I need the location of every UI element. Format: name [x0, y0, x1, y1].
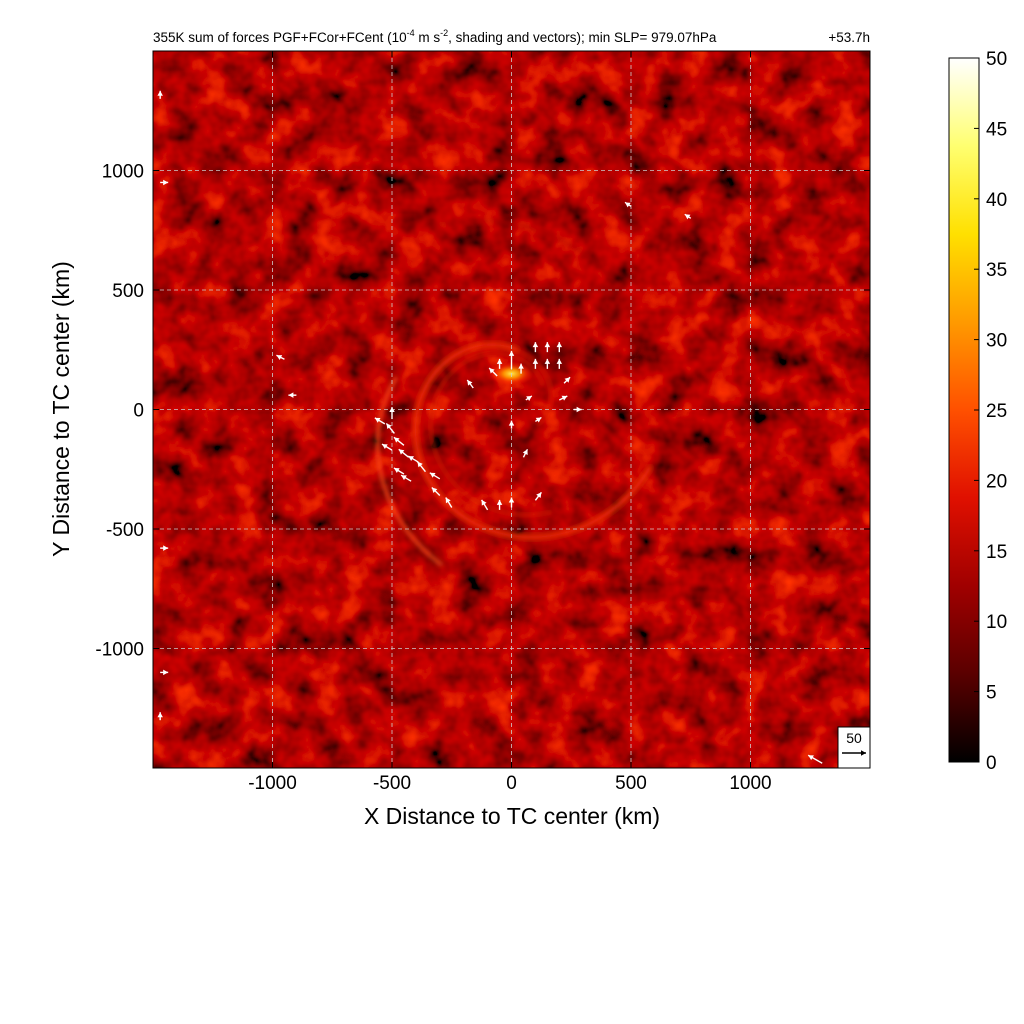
- force-vector: [445, 497, 453, 508]
- x-tick-label: 0: [506, 773, 517, 794]
- force-vector: [416, 461, 427, 473]
- colorbar-tick-label: 30: [986, 331, 1007, 352]
- colorbar: 0 5 10 15 20 25 30 35 40 45 50: [948, 49, 1007, 774]
- colorbar-tick-label: 20: [986, 471, 1007, 492]
- force-vectors: [157, 90, 823, 764]
- force-vector: [522, 448, 529, 458]
- colorbar-tick-label: 10: [986, 612, 1007, 633]
- x-axis-ticks: -1000 -500 0 500 1000: [248, 51, 772, 794]
- force-vector: [429, 472, 441, 480]
- force-vector: [480, 499, 489, 511]
- force-vector: [157, 90, 163, 99]
- force-vector: [488, 367, 498, 377]
- force-vector: [807, 754, 823, 764]
- y-tick-label: 0: [133, 401, 144, 422]
- spiral-band-inner: [429, 351, 553, 517]
- force-vector: [532, 342, 539, 353]
- y-tick-label: -500: [106, 520, 144, 541]
- force-vector: [544, 358, 551, 369]
- heatmap-field: [153, 51, 870, 768]
- x-tick-label: 500: [615, 773, 647, 794]
- force-vector: [385, 422, 395, 434]
- x-tick-label: 1000: [729, 773, 771, 794]
- force-vector: [535, 416, 542, 423]
- force-vector: [288, 392, 297, 398]
- force-vector: [556, 342, 563, 353]
- force-vector: [534, 491, 542, 501]
- colorbar-ticks: 0 5 10 15 20 25 30 35 40 45 50: [974, 49, 1007, 774]
- force-vector: [532, 358, 539, 369]
- y-tick-label: 1000: [102, 162, 144, 183]
- x-tick-label: -1000: [248, 773, 297, 794]
- force-vector: [558, 395, 568, 401]
- time-label: +53.7h: [828, 30, 870, 45]
- x-axis-title: X Distance to TC center (km): [364, 803, 660, 829]
- force-vector: [563, 376, 571, 384]
- force-vector: [508, 420, 515, 429]
- force-vector: [684, 213, 692, 220]
- force-vector: [400, 474, 412, 482]
- force-vector: [573, 406, 582, 413]
- force-vector: [466, 379, 474, 389]
- colorbar-tick-label: 15: [986, 542, 1007, 563]
- force-vector: [407, 455, 419, 463]
- force-vector: [393, 436, 405, 446]
- colorbar-tick-label: 25: [986, 401, 1007, 422]
- force-vector: [398, 448, 410, 458]
- colorbar-tick-label: 0: [986, 753, 997, 774]
- reference-vector-arrow: [842, 750, 866, 756]
- colorbar-tick-label: 35: [986, 260, 1007, 281]
- spiral-band-north: [429, 218, 646, 342]
- spiral-band-south: [375, 376, 443, 567]
- force-vector: [518, 363, 524, 374]
- force-vector: [508, 350, 515, 369]
- force-vector: [431, 487, 441, 497]
- chart-title: 355K sum of forces PGF+FCor+FCent (10-4 …: [153, 28, 717, 45]
- force-vector: [374, 417, 386, 425]
- force-vector: [393, 467, 405, 475]
- reference-vector-arrow-glyph: [842, 750, 866, 756]
- spiral-band-east: [616, 346, 681, 550]
- force-vector: [525, 395, 533, 402]
- force-vector: [157, 712, 163, 721]
- force-vector: [160, 669, 169, 676]
- force-vector: [160, 545, 169, 551]
- force-vector: [496, 499, 503, 510]
- force-vector: [381, 443, 393, 451]
- force-vector: [556, 358, 563, 369]
- colorbar-tick-label: 5: [986, 683, 997, 704]
- force-vector: [389, 407, 395, 420]
- force-vector: [508, 497, 515, 508]
- force-vector: [276, 354, 285, 361]
- force-vector: [624, 201, 632, 208]
- colorbar-tick-label: 40: [986, 190, 1007, 211]
- spiral-band-core: [464, 346, 553, 426]
- y-axis-title: Y Distance to TC center (km): [48, 261, 74, 557]
- grid-lines: [153, 51, 870, 768]
- colorbar-tick-label: 45: [986, 119, 1007, 140]
- x-tick-label: -500: [373, 773, 411, 794]
- reference-vector-key: 50: [837, 726, 871, 769]
- colorbar-tick-label: 50: [986, 49, 1007, 70]
- reference-vector-label: 50: [846, 730, 862, 746]
- force-vector: [496, 358, 503, 369]
- force-vector: [160, 179, 169, 186]
- y-tick-label: -1000: [95, 640, 144, 661]
- y-tick-label: 500: [112, 281, 144, 302]
- y-axis-ticks: -1000 -500 0 500 1000: [95, 162, 870, 661]
- force-vector: [544, 342, 551, 353]
